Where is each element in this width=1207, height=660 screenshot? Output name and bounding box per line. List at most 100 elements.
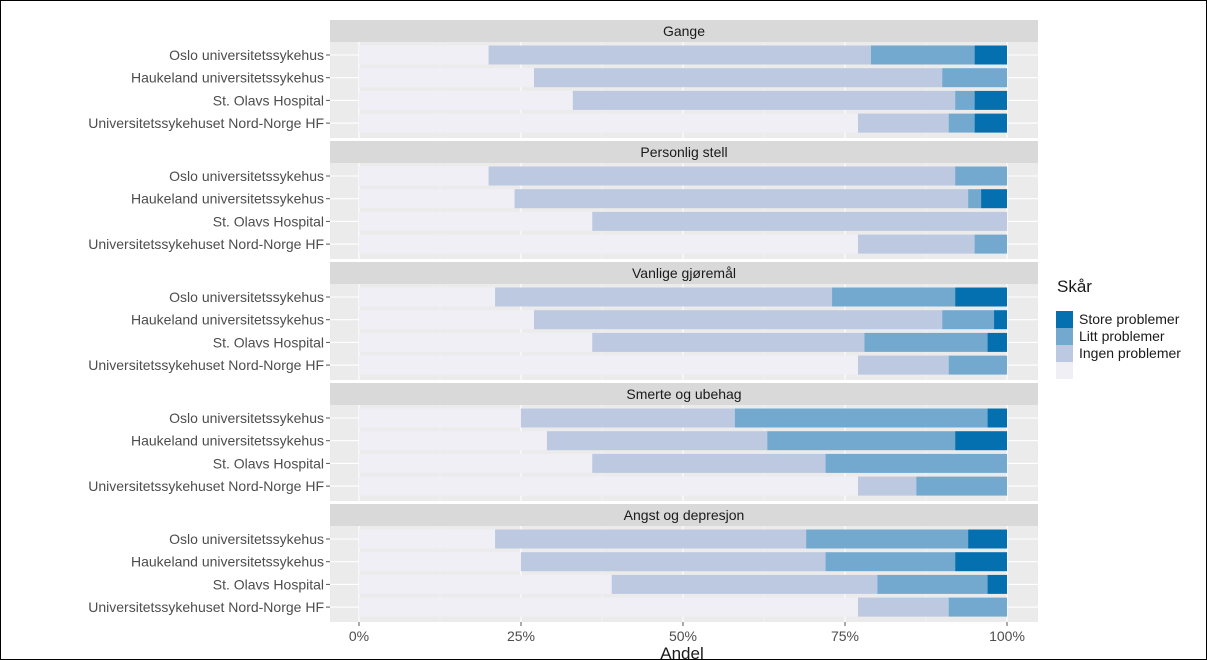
y-tick-label: St. Olavs Hospital (213, 576, 324, 592)
bar-segment (948, 597, 1007, 617)
legend-key (1056, 311, 1073, 328)
y-tick-label: Universitetssykehuset Nord-Norge HF (88, 236, 324, 252)
bar-segment (974, 113, 1007, 133)
bar-segment (611, 574, 878, 594)
bar-segment (942, 310, 995, 330)
facet-title: Gange (663, 23, 705, 39)
facet-title: Smerte og ubehag (626, 386, 741, 402)
bar-segment (974, 234, 1007, 254)
bar-segment (359, 45, 489, 65)
facet-strip (330, 262, 1038, 284)
facet-title: Personlig stell (640, 144, 727, 160)
bar-segment (592, 332, 865, 352)
bar-segment (546, 431, 768, 451)
legend-label: Ingen problemer (1079, 345, 1181, 361)
y-tick-label: Oslo universitetssykehus (169, 410, 324, 426)
bar-segment (948, 355, 1007, 375)
bar-segment (359, 574, 612, 594)
bar-segment (857, 113, 949, 133)
bar-segment (359, 211, 593, 231)
bar-segment (806, 529, 969, 549)
bar-segment (870, 45, 975, 65)
bar-segment (857, 597, 949, 617)
bar-segment (533, 310, 943, 330)
bar-segment (825, 552, 956, 572)
bar-segment (359, 408, 521, 428)
bar-segment (359, 90, 573, 110)
bar-segment (916, 476, 1007, 496)
bar-segment (514, 189, 969, 209)
bar-segment (359, 166, 489, 186)
y-tick-label: St. Olavs Hospital (213, 334, 324, 350)
bar-segment (968, 529, 1007, 549)
x-tick-label: 0% (349, 628, 369, 644)
legend-label: Litt problemer (1079, 328, 1165, 344)
bar-segment (495, 287, 833, 307)
bar-segment (359, 332, 593, 352)
x-tick-label: 25% (507, 628, 535, 644)
x-tick-label: 75% (831, 628, 859, 644)
y-tick-label: Oslo universitetssykehus (169, 531, 324, 547)
bar-segment (942, 68, 1007, 88)
bar-segment (857, 476, 917, 496)
bar-segment (488, 166, 956, 186)
bar-segment (359, 552, 521, 572)
bar-segment (955, 90, 975, 110)
x-tick-label: 50% (669, 628, 697, 644)
y-tick-label: Universitetssykehuset Nord-Norge HF (88, 599, 324, 615)
bar-segment (974, 45, 1007, 65)
bar-segment (877, 574, 988, 594)
bar-segment (359, 287, 496, 307)
bar-segment (359, 431, 547, 451)
y-tick-label: Oslo universitetssykehus (169, 168, 324, 184)
bar-segment (521, 408, 735, 428)
bar-segment (359, 68, 534, 88)
facet-strip (330, 20, 1038, 42)
bar-segment (359, 355, 858, 375)
y-tick-label: Haukeland universitetssykehus (131, 70, 324, 86)
bar-segment (488, 45, 871, 65)
legend-key (1056, 328, 1073, 345)
bar-segment (987, 574, 1007, 594)
bar-segment (359, 597, 858, 617)
bar-segment (359, 453, 593, 473)
bar-segment (968, 189, 982, 209)
bar-segment (359, 113, 858, 133)
bar-segment (864, 332, 988, 352)
bar-segment (734, 408, 988, 428)
y-tick-label: Haukeland universitetssykehus (131, 312, 324, 328)
bar-segment (359, 476, 858, 496)
bar-segment (955, 552, 1007, 572)
y-tick-label: Haukeland universitetssykehus (131, 554, 324, 570)
facet-strip (330, 383, 1038, 405)
bar-segment (592, 453, 826, 473)
y-tick-label: St. Olavs Hospital (213, 92, 324, 108)
y-tick-label: Haukeland universitetssykehus (131, 191, 324, 207)
bar-segment (832, 287, 956, 307)
legend-title: Skår (1057, 277, 1092, 296)
bar-segment (981, 189, 1007, 209)
bar-segment (767, 431, 956, 451)
facet-strip (330, 141, 1038, 163)
facet-title: Vanlige gjøremål (632, 265, 736, 281)
bar-segment (948, 113, 975, 133)
facet-title: Angst og depresjon (624, 507, 745, 523)
bar-segment (359, 234, 858, 254)
bar-segment (359, 529, 496, 549)
bar-segment (974, 90, 1007, 110)
bar-segment (592, 211, 1007, 231)
bar-segment (857, 355, 949, 375)
x-tick-label: 100% (989, 628, 1025, 644)
bar-segment (955, 166, 1007, 186)
y-tick-label: Haukeland universitetssykehus (131, 433, 324, 449)
bar-segment (521, 552, 826, 572)
bar-segment (955, 287, 1007, 307)
y-tick-label: Oslo universitetssykehus (169, 289, 324, 305)
legend-key (1056, 345, 1073, 362)
bar-segment (955, 431, 1007, 451)
x-axis-title: Andel (660, 644, 703, 659)
y-tick-label: Oslo universitetssykehus (169, 47, 324, 63)
bar-segment (359, 189, 515, 209)
